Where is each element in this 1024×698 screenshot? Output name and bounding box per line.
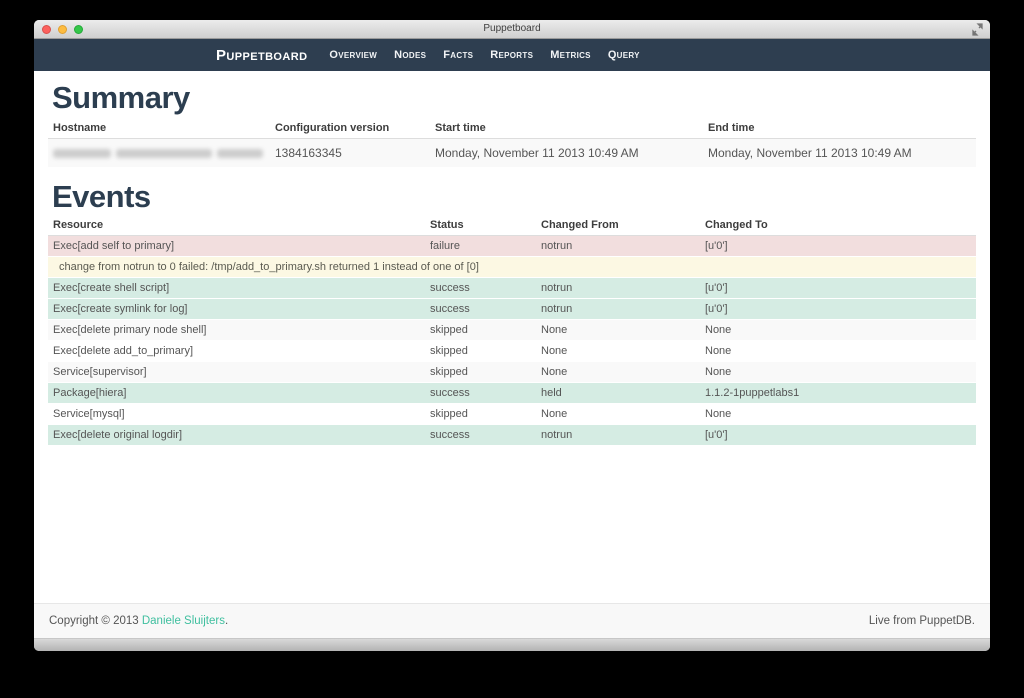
event-resource-cell: Exec[create shell script] — [48, 278, 425, 299]
event-status-cell: skipped — [425, 320, 536, 341]
endtime-cell: Monday, November 11 2013 10:49 AM — [703, 139, 976, 168]
event-to-cell: [u'0'] — [700, 299, 976, 320]
event-to-cell: [u'0'] — [700, 425, 976, 446]
event-to-cell: None — [700, 362, 976, 383]
event-to-cell: None — [700, 341, 976, 362]
resize-icon[interactable] — [971, 23, 984, 36]
nav-item-nodes[interactable]: Nodes — [394, 49, 426, 61]
event-resource-cell: Exec[delete primary node shell] — [48, 320, 425, 341]
summary-col-hostname: Hostname — [48, 118, 270, 139]
copyright-text: Copyright © 2013 Daniele Sluijters. — [49, 615, 228, 627]
nav-item-reports[interactable]: Reports — [490, 49, 533, 61]
event-from-cell: held — [536, 383, 700, 404]
configversion-cell: 1384163345 — [270, 139, 430, 168]
table-row: Service[supervisor] skipped None None — [48, 362, 976, 383]
event-from-cell: None — [536, 320, 700, 341]
events-heading: Events — [52, 181, 976, 212]
browser-window: Puppetboard Puppetboard Overview Nodes F… — [34, 20, 990, 651]
event-from-cell: notrun — [536, 299, 700, 320]
event-status-cell: success — [425, 425, 536, 446]
summary-col-endtime: End time — [703, 118, 976, 139]
navbar-brand[interactable]: Puppetboard — [216, 47, 307, 64]
event-from-cell: None — [536, 362, 700, 383]
redacted-hostname — [53, 148, 265, 159]
table-row: Service[mysql] skipped None None — [48, 404, 976, 425]
event-from-cell: notrun — [536, 278, 700, 299]
event-resource-cell: Service[supervisor] — [48, 362, 425, 383]
copyright-prefix: Copyright © 2013 — [49, 615, 142, 627]
event-to-cell: [u'0'] — [700, 236, 976, 257]
event-resource-cell: Service[mysql] — [48, 404, 425, 425]
event-status-cell: success — [425, 299, 536, 320]
events-col-changedto: Changed To — [700, 215, 976, 236]
event-status-cell: skipped — [425, 362, 536, 383]
event-from-cell: notrun — [536, 236, 700, 257]
event-to-cell: None — [700, 320, 976, 341]
page-content: Summary Hostname Configuration version S… — [34, 71, 990, 603]
nav-item-overview[interactable]: Overview — [329, 49, 377, 61]
event-to-cell: [u'0'] — [700, 278, 976, 299]
table-row: Exec[delete primary node shell] skipped … — [48, 320, 976, 341]
starttime-cell: Monday, November 11 2013 10:49 AM — [430, 139, 703, 168]
nav-item-facts[interactable]: Facts — [443, 49, 473, 61]
events-col-changedfrom: Changed From — [536, 215, 700, 236]
copyright-suffix: . — [225, 615, 228, 627]
event-status-cell: skipped — [425, 404, 536, 425]
navbar-items: Overview Nodes Facts Reports Metrics Que… — [329, 49, 639, 61]
event-status-cell: skipped — [425, 341, 536, 362]
window-titlebar[interactable]: Puppetboard — [34, 20, 990, 39]
window-title: Puppetboard — [34, 20, 990, 38]
events-table: Resource Status Changed From Changed To … — [48, 215, 976, 446]
nav-item-metrics[interactable]: Metrics — [550, 49, 591, 61]
nav-item-query[interactable]: Query — [608, 49, 640, 61]
page-footer: Copyright © 2013 Daniele Sluijters. Live… — [34, 603, 990, 638]
event-status-cell: success — [425, 278, 536, 299]
event-to-cell: None — [700, 404, 976, 425]
event-resource-cell: Exec[create symlink for log] — [48, 299, 425, 320]
event-to-cell: 1.1.2-1puppetlabs1 — [700, 383, 976, 404]
summary-heading: Summary — [52, 82, 976, 113]
window-bottom-edge — [34, 638, 990, 651]
author-link[interactable]: Daniele Sluijters — [142, 615, 225, 627]
event-resource-cell: Exec[delete original logdir] — [48, 425, 425, 446]
summary-header-row: Hostname Configuration version Start tim… — [48, 118, 976, 139]
event-from-cell: None — [536, 341, 700, 362]
events-col-resource: Resource — [48, 215, 425, 236]
hostname-cell — [48, 139, 270, 168]
event-resource-cell: Exec[delete add_to_primary] — [48, 341, 425, 362]
event-resource-cell: Exec[add self to primary] — [48, 236, 425, 257]
summary-row: 1384163345 Monday, November 11 2013 10:4… — [48, 139, 976, 168]
table-row: Exec[create symlink for log] success not… — [48, 299, 976, 320]
summary-col-configversion: Configuration version — [270, 118, 430, 139]
event-resource-cell: Package[hiera] — [48, 383, 425, 404]
table-row: Exec[create shell script] success notrun… — [48, 278, 976, 299]
events-header-row: Resource Status Changed From Changed To — [48, 215, 976, 236]
live-from-puppetdb-text: Live from PuppetDB. — [869, 615, 975, 627]
event-message-row: change from notrun to 0 failed: /tmp/add… — [48, 257, 976, 278]
summary-col-starttime: Start time — [430, 118, 703, 139]
event-status-cell: success — [425, 383, 536, 404]
summary-table: Hostname Configuration version Start tim… — [48, 118, 976, 168]
table-row: Exec[add self to primary] failure notrun… — [48, 236, 976, 257]
event-status-cell: failure — [425, 236, 536, 257]
table-row: Exec[delete original logdir] success not… — [48, 425, 976, 446]
table-row: Package[hiera] success held 1.1.2-1puppe… — [48, 383, 976, 404]
event-from-cell: None — [536, 404, 700, 425]
events-col-status: Status — [425, 215, 536, 236]
event-from-cell: notrun — [536, 425, 700, 446]
table-row: Exec[delete add_to_primary] skipped None… — [48, 341, 976, 362]
event-message-cell: change from notrun to 0 failed: /tmp/add… — [48, 257, 976, 278]
main-navbar: Puppetboard Overview Nodes Facts Reports… — [34, 39, 990, 71]
